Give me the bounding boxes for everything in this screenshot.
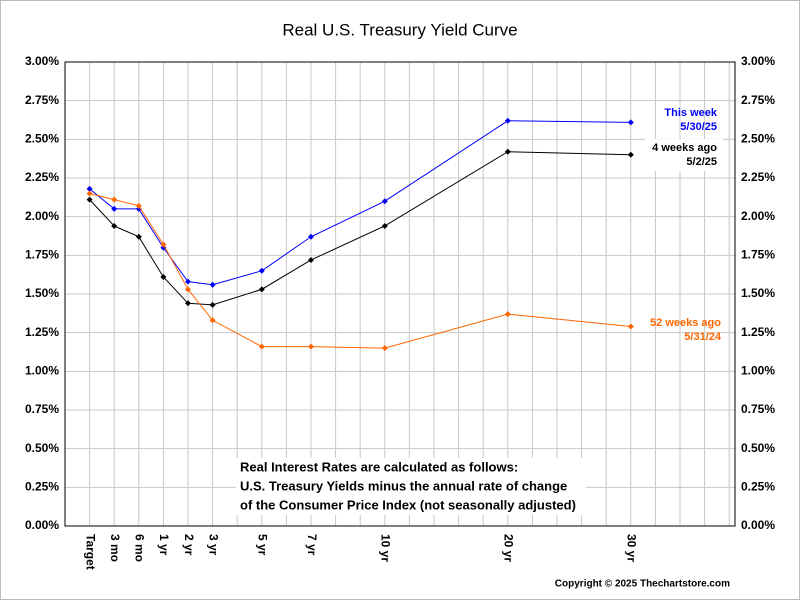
point <box>185 286 191 293</box>
y2-tick-label: 1.75% <box>741 248 775 262</box>
point <box>504 311 511 318</box>
y-tick-label: 2.50% <box>25 132 59 146</box>
x-tick-label: 3 mo <box>108 534 122 562</box>
y2-tick-label: 2.50% <box>741 132 775 146</box>
point <box>504 117 511 124</box>
legend-date: 5/2/25 <box>686 156 717 168</box>
point <box>258 286 265 293</box>
point <box>185 278 191 285</box>
x-tick-label: 3 yr <box>206 534 220 556</box>
annotation: U.S. Treasury Yields minus the annual ra… <box>240 478 567 493</box>
y2-tick-label: 1.00% <box>741 364 775 378</box>
point <box>381 198 388 205</box>
y2-tick-label: 0.50% <box>741 441 775 455</box>
legend-label: 4 weeks ago <box>652 142 717 154</box>
point <box>627 323 634 330</box>
legend-label: 52 weeks ago <box>650 317 721 329</box>
point <box>627 119 634 126</box>
y2-tick-label: 0.00% <box>741 518 775 532</box>
point <box>209 281 216 288</box>
point <box>308 256 314 263</box>
plot-border <box>64 61 736 527</box>
y2-tick-label: 0.25% <box>741 480 775 494</box>
point <box>185 300 191 307</box>
x-tick-label: 1 yr <box>157 534 171 556</box>
point <box>160 273 167 280</box>
copyright: Copyright © 2025 Thechartstore.com <box>555 579 730 590</box>
y-tick-label: 2.00% <box>25 209 59 223</box>
x-tick-label: 30 yr <box>625 534 639 562</box>
y2-tick-label: 0.75% <box>741 402 775 416</box>
point <box>160 241 167 248</box>
y2-tick-label: 1.25% <box>741 325 775 339</box>
point <box>111 205 118 212</box>
point <box>86 196 93 203</box>
annotation: of the Consumer Price Index (not seasona… <box>240 497 576 512</box>
point <box>258 267 265 274</box>
annotation: Real Interest Rates are calculated as fo… <box>240 459 518 474</box>
legend-date: 5/30/25 <box>680 121 717 133</box>
point <box>504 148 511 155</box>
point <box>86 190 93 197</box>
point <box>258 343 265 350</box>
point <box>381 345 388 352</box>
point <box>209 301 216 308</box>
y2-tick-label: 3.00% <box>741 54 775 68</box>
legend-bg <box>645 139 723 171</box>
point <box>627 151 634 158</box>
point <box>308 233 314 240</box>
point <box>308 343 314 350</box>
y-tick-label: 1.50% <box>25 286 59 300</box>
point <box>381 222 388 229</box>
x-tick-label: 5 yr <box>256 534 270 556</box>
x-tick-label: 10 yr <box>379 534 393 562</box>
y-tick-label: 0.75% <box>25 402 59 416</box>
annotation-bg <box>236 458 586 477</box>
legend-label: This week <box>664 107 717 119</box>
y-tick-label: 3.00% <box>25 54 59 68</box>
y2-tick-label: 2.00% <box>741 209 775 223</box>
point <box>135 202 142 209</box>
y-tick-label: 1.25% <box>25 325 59 339</box>
point <box>111 222 118 229</box>
y-tick-label: 0.25% <box>25 480 59 494</box>
point <box>209 317 216 324</box>
x-tick-label: 20 yr <box>502 534 516 562</box>
point <box>135 233 142 240</box>
x-tick-label: 6 mo <box>133 534 147 562</box>
annotation-bg <box>236 477 586 496</box>
legend-date: 5/31/24 <box>684 331 722 343</box>
x-tick-label: Target <box>83 534 97 570</box>
point <box>160 244 167 251</box>
point <box>111 196 118 203</box>
y-tick-label: 0.50% <box>25 441 59 455</box>
chart-title: Real U.S. Treasury Yield Curve <box>282 20 517 39</box>
point <box>86 185 93 192</box>
y-tick-label: 1.75% <box>25 248 59 262</box>
y2-tick-label: 2.25% <box>741 170 775 184</box>
x-tick-label: 7 yr <box>305 534 319 556</box>
y-tick-label: 0.00% <box>25 518 59 532</box>
y-tick-label: 2.25% <box>25 170 59 184</box>
annotation-bg <box>236 496 586 515</box>
y2-tick-label: 2.75% <box>741 93 775 107</box>
x-tick-label: 2 yr <box>182 534 196 556</box>
y2-tick-label: 1.50% <box>741 286 775 300</box>
y-tick-label: 2.75% <box>25 93 59 107</box>
y-tick-label: 1.00% <box>25 364 59 378</box>
